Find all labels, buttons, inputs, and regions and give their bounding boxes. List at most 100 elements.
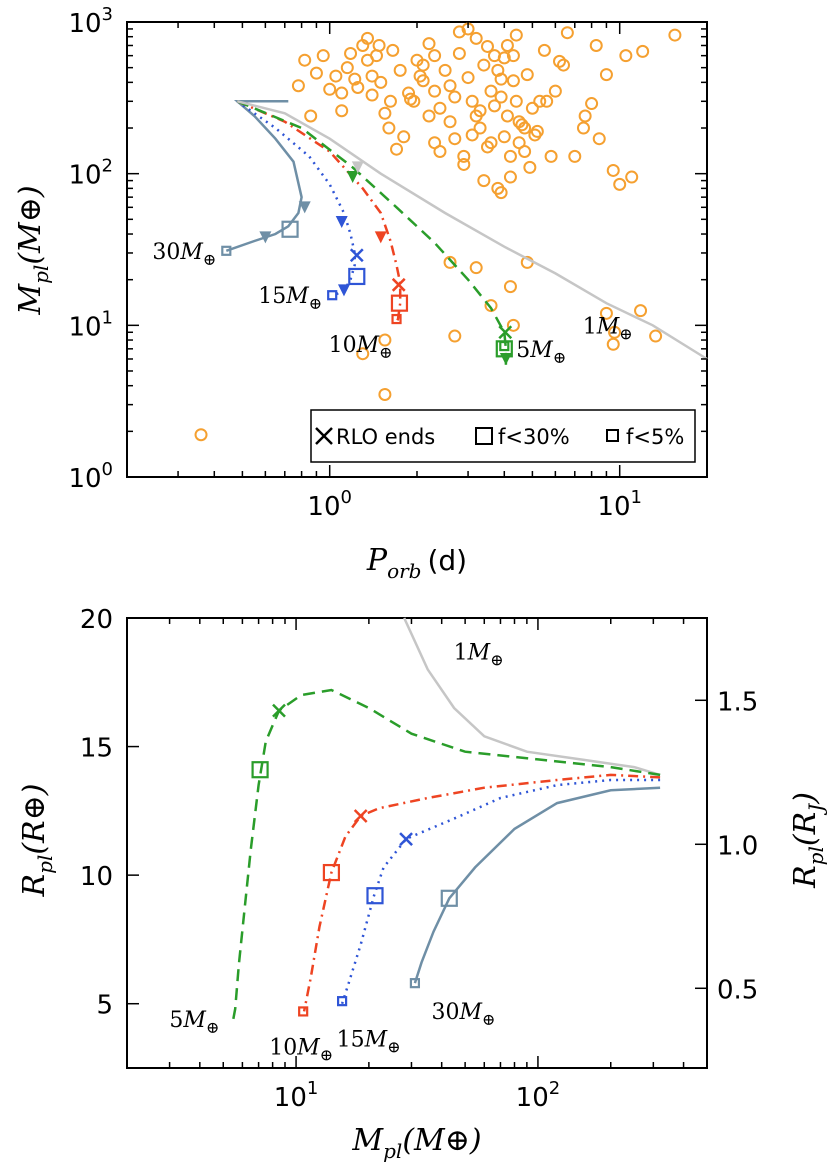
planet-point (520, 68, 534, 82)
planet-point (533, 94, 547, 108)
bottom-ylabel-unit: (R⊕) (17, 784, 52, 855)
planet-point (469, 31, 483, 45)
planet-point (448, 90, 462, 104)
legend-box (310, 409, 696, 463)
svg-text:Mpl(M⊕): Mpl(M⊕) (13, 185, 53, 315)
track-line-4 (236, 100, 708, 361)
planet-point (309, 66, 323, 80)
planet-point (518, 145, 532, 159)
track-arrow-1 (335, 216, 348, 229)
track-square-large-0 (281, 220, 299, 238)
planet-point (578, 109, 592, 123)
bottom-xlabel-main: M (351, 1123, 384, 1158)
planet-point (316, 49, 330, 63)
track-x-mark-1 (349, 248, 364, 263)
planet-point (433, 101, 447, 115)
planet-point (374, 75, 388, 89)
top-ytick-label-0: 100 (68, 459, 113, 494)
planet-point (668, 28, 682, 42)
track-label-3: 5M⊕ (516, 338, 566, 367)
planet-point (382, 121, 396, 135)
track-arrow-1 (337, 284, 350, 297)
planet-point (397, 130, 411, 144)
bottom-ytick-label-3: 20 (80, 605, 113, 635)
planet-point (298, 53, 312, 67)
svg-text:Mpl(M⊕): Mpl(M⊕) (351, 1123, 481, 1163)
planet-point (360, 31, 374, 45)
legend-square-small-icon (606, 429, 619, 442)
planet-point (592, 132, 606, 146)
planet-point (523, 160, 537, 174)
bottom-ytick-label-0: 5 (96, 991, 113, 1021)
planet-point (560, 26, 574, 40)
bottom-ylabel2: Rpl(RJ) (788, 792, 828, 889)
planet-point (443, 79, 457, 93)
top-xlabel-sub: orb (387, 559, 421, 583)
bottom-track-line-1 (232, 688, 661, 1020)
planet-point (599, 306, 613, 320)
legend-label-rlo: RLO ends (336, 425, 435, 449)
svg-text:Rpl(R⊕): Rpl(R⊕) (17, 784, 57, 898)
bottom-xlabel-unit: (M⊕) (402, 1123, 481, 1158)
planet-point (348, 72, 362, 86)
planet-point (428, 49, 442, 63)
track-label-4: 30M⊕ (431, 1000, 495, 1029)
track-label-2: 10M⊕ (329, 333, 393, 362)
planet-point (378, 387, 392, 401)
planet-point (606, 337, 620, 351)
bottom-ylabel2-main: R (788, 865, 823, 889)
bottom-track-square-small-2 (298, 1006, 309, 1017)
bottom-ticks: 101 102 5 10 15 20 0.5 1.0 1.5 (80, 605, 758, 1113)
planet-point (457, 157, 471, 171)
track-arrow-0 (259, 231, 272, 244)
top-xtick-label-1: 101 (597, 487, 642, 522)
top-xlabel-main: P (366, 543, 388, 578)
bottom-tracks (232, 617, 661, 1020)
planet-point (465, 128, 479, 142)
planet-point (552, 54, 566, 68)
track-label-0: 1M⊕ (454, 640, 504, 669)
top-xlabel: Porb (d) (366, 543, 467, 583)
planet-point (477, 58, 491, 72)
planet-point (457, 149, 471, 163)
bottom-plot-frame (126, 617, 708, 1069)
bottom-track-x-mark-2 (353, 809, 368, 823)
bottom-ytick2-label-2: 1.5 (717, 687, 758, 717)
planet-point (494, 186, 508, 200)
planet-point (509, 28, 523, 42)
planet-point (452, 46, 466, 60)
track-x-mark-2 (391, 277, 406, 292)
top-xtick-label-0: 100 (307, 487, 352, 522)
planet-point (494, 90, 508, 104)
bottom-ytick-label-2: 15 (80, 734, 113, 764)
planet-point (383, 94, 397, 108)
planet-point (548, 84, 562, 98)
planet-point (506, 49, 520, 63)
planet-point (443, 255, 457, 269)
bottom-annotations: 1M⊕ 5M⊕ 10M⊕15M⊕ 30M⊕ (169, 640, 503, 1064)
planet-point (484, 136, 498, 150)
planet-point (390, 142, 404, 156)
planet-point (335, 86, 349, 100)
planet-point (480, 39, 494, 53)
top-ylabel-main: M (13, 283, 48, 316)
planet-point (540, 94, 554, 108)
legend-x-icon (315, 427, 333, 445)
planet-point (500, 109, 514, 123)
planet-point (515, 118, 529, 132)
track-square-large-1 (348, 267, 366, 286)
top-annotations: 30M⊕ 15M⊕10M⊕ 5M⊕ 1M⊕ (152, 240, 632, 367)
planet-point (413, 69, 427, 83)
planet-point (589, 38, 603, 52)
track-arrow-2 (374, 231, 387, 244)
top-ticks: 100 101 100 101 102 103 (68, 4, 708, 522)
top-tracks (221, 100, 708, 365)
planet-point (506, 318, 520, 332)
top-ytick-label-1: 101 (68, 307, 113, 342)
track-label-4: 1M⊕ (583, 314, 633, 343)
planet-point (537, 43, 551, 57)
track-label-2: 10M⊕ (269, 1035, 333, 1064)
planet-point (477, 174, 491, 188)
bottom-track-square-small-3 (336, 996, 348, 1007)
top-ylabel-unit: (M⊕) (13, 185, 48, 264)
